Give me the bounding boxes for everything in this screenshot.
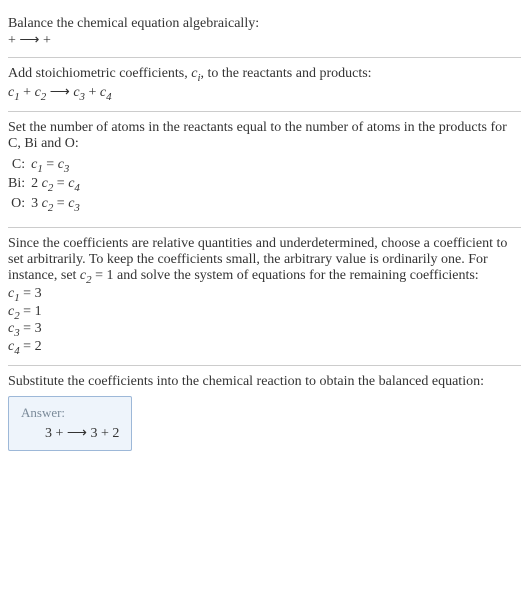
sol-r2: c2 = 1 [8, 304, 521, 322]
eq-c: c1 = c3 [31, 156, 86, 176]
o-pre: 3 [31, 196, 42, 211]
answer-box: Answer: 3 + ⟶ 3 + 2 [8, 396, 132, 451]
intro-section: Balance the chemical equation algebraica… [8, 8, 521, 57]
choose-section: Since the coefficients are relative quan… [8, 228, 521, 365]
answer-eq: 3 + ⟶ 3 + 2 [21, 425, 119, 442]
label-o: O: [8, 195, 31, 215]
stoich-eq: c1 + c2 ⟶ c3 + c4 [8, 84, 521, 103]
eq-o: 3 c2 = c3 [31, 195, 86, 215]
sol-r4: c4 = 2 [8, 339, 521, 357]
c4s: 4 [106, 91, 111, 103]
intro-eq: + ⟶ + [8, 32, 521, 49]
bi-mid: = [53, 176, 68, 191]
r4-v: = 2 [20, 339, 42, 354]
atoms-section: Set the number of atoms in the reactants… [8, 112, 521, 227]
label-bi: Bi: [8, 175, 31, 195]
plus1: + [20, 85, 35, 100]
stoich-line-1: Add stoichiometric coefficients, ci, to … [8, 66, 521, 84]
stoich-section: Add stoichiometric coefficients, ci, to … [8, 58, 521, 111]
final-line-1: Substitute the coefficients into the che… [8, 374, 521, 390]
stoich-text-a: Add stoichiometric coefficients, [8, 66, 191, 81]
r3-v: = 3 [20, 321, 42, 336]
intro-line-1: Balance the chemical equation algebraica… [8, 16, 521, 32]
row-o: O: 3 c2 = c3 [8, 195, 86, 215]
r2-v: = 1 [20, 304, 42, 319]
row-bi: Bi: 2 c2 = c4 [8, 175, 86, 195]
final-section: Substitute the coefficients into the che… [8, 366, 521, 459]
label-c: C: [8, 156, 31, 176]
bi-pre: 2 [31, 176, 42, 191]
c-mid: = [43, 157, 58, 172]
atoms-table: C: c1 = c3 Bi: 2 c2 = c4 O: 3 c2 = c3 [8, 156, 86, 215]
o-mid: = [53, 196, 68, 211]
choose-text-b: = 1 and solve the system of equations fo… [92, 268, 479, 283]
atoms-line-1: Set the number of atoms in the reactants… [8, 120, 521, 152]
c-rhs-s: 3 [64, 162, 69, 174]
row-c: C: c1 = c3 [8, 156, 86, 176]
plus2: + [85, 85, 100, 100]
sol-r1: c1 = 3 [8, 286, 521, 304]
eq-bi: 2 c2 = c4 [31, 175, 86, 195]
sol-r3: c3 = 3 [8, 321, 521, 339]
answer-label: Answer: [21, 405, 119, 421]
solution-list: c1 = 3 c2 = 1 c3 = 3 c4 = 2 [8, 286, 521, 357]
r1-v: = 3 [20, 286, 42, 301]
arrow: ⟶ [46, 85, 73, 100]
bi-rhs-s: 4 [74, 182, 79, 194]
o-rhs-s: 3 [74, 202, 79, 214]
stoich-text-b: , to the reactants and products: [201, 66, 372, 81]
choose-para: Since the coefficients are relative quan… [8, 236, 521, 286]
